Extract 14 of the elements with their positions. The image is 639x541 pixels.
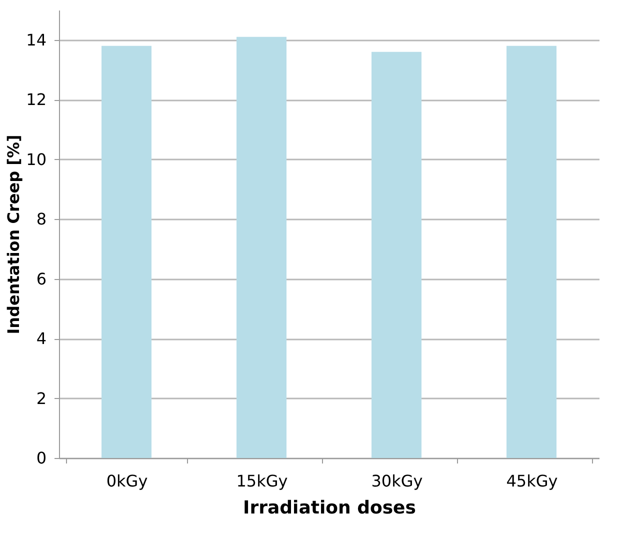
y-tick-label: 6	[36, 269, 46, 288]
x-tick-label: 45kGy	[506, 472, 558, 490]
y-tick-label: 12	[26, 90, 46, 110]
y-tick-label: 14	[26, 30, 46, 50]
x-axis-title: Irradiation doses	[243, 498, 416, 518]
y-tick-label: 4	[36, 329, 46, 348]
x-tick-label: 0kGy	[106, 472, 148, 490]
x-tick-label: 15kGy	[236, 472, 288, 490]
y-tick-label: 8	[36, 210, 46, 229]
y-axis-title: Indentation Creep [%]	[4, 134, 24, 334]
y-tick-label: 10	[26, 150, 46, 169]
y-tick-label: 0	[36, 448, 46, 468]
y-tick-label: 2	[36, 388, 46, 408]
x-tick-label: 30kGy	[371, 472, 423, 490]
